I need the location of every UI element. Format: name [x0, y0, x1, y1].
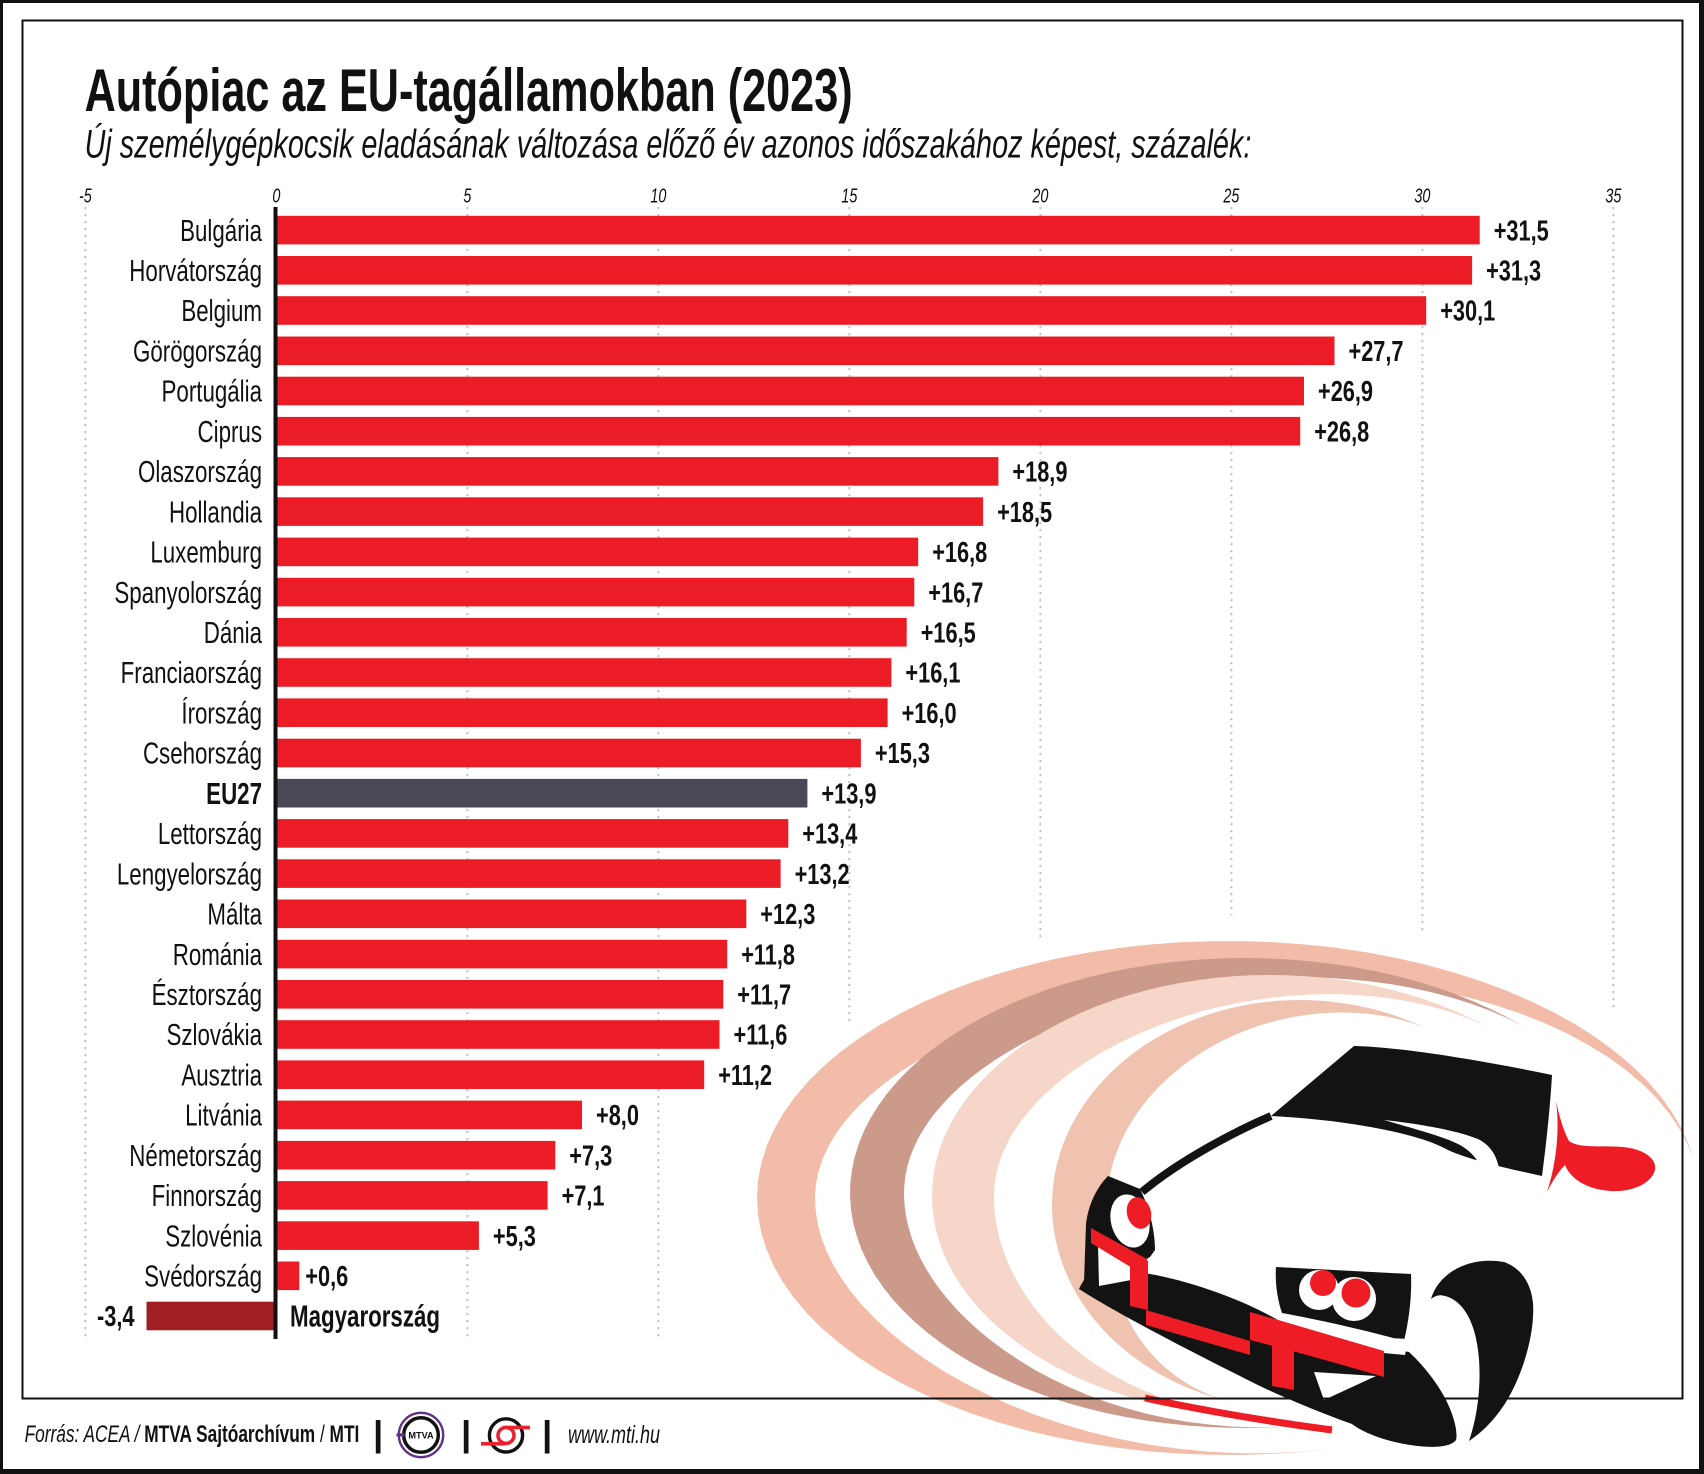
svg-text:Románia: Románia	[173, 937, 263, 971]
svg-text:Szlovénia: Szlovénia	[165, 1219, 263, 1253]
svg-text:+16,5: +16,5	[921, 618, 976, 650]
svg-text:Ausztria: Ausztria	[181, 1058, 262, 1092]
svg-text:+7,1: +7,1	[562, 1181, 605, 1213]
svg-text:5: 5	[463, 184, 471, 207]
svg-text:Finnország: Finnország	[152, 1179, 262, 1213]
svg-text:+5,3: +5,3	[493, 1221, 536, 1253]
svg-text:Belgium: Belgium	[181, 294, 262, 328]
svg-text:+13,9: +13,9	[821, 779, 876, 811]
svg-text:+8,0: +8,0	[596, 1100, 639, 1132]
svg-text:+11,7: +11,7	[737, 980, 791, 1012]
svg-text:+0,6: +0,6	[305, 1261, 348, 1293]
svg-text:Írország: Írország	[181, 696, 262, 730]
svg-text:Új személygépkocsik eladásának: Új személygépkocsik eladásának változása…	[85, 122, 1252, 167]
svg-text:+15,3: +15,3	[875, 738, 930, 770]
svg-text:35: 35	[1605, 184, 1621, 207]
svg-text:Bulgária: Bulgária	[180, 213, 263, 247]
svg-text:+11,2: +11,2	[718, 1060, 772, 1092]
svg-text:MTVA: MTVA	[408, 1430, 434, 1440]
svg-text:Olaszország: Olaszország	[138, 455, 262, 489]
svg-text:+27,7: +27,7	[1349, 336, 1404, 368]
svg-text:+16,1: +16,1	[905, 658, 960, 690]
svg-text:Svédország: Svédország	[144, 1259, 262, 1293]
svg-text:+11,8: +11,8	[741, 939, 795, 971]
svg-text:EU27: EU27	[206, 776, 262, 810]
svg-text:25: 25	[1223, 184, 1240, 207]
svg-text:Németország: Németország	[129, 1138, 262, 1172]
svg-text:Portugália: Portugália	[162, 374, 263, 408]
svg-text:-3,4: -3,4	[97, 1301, 135, 1333]
svg-text:+13,4: +13,4	[802, 819, 858, 851]
svg-text:+16,8: +16,8	[932, 537, 987, 569]
svg-text:Lengyelország: Lengyelország	[117, 857, 262, 891]
svg-text:Hollandia: Hollandia	[169, 495, 263, 529]
svg-text:+7,3: +7,3	[569, 1141, 612, 1173]
svg-text:+30,1: +30,1	[1440, 296, 1495, 328]
svg-text:Autópiac az EU-tagállamokban (: Autópiac az EU-tagállamokban (2023)	[85, 58, 853, 125]
svg-text:Franciaország: Franciaország	[121, 656, 262, 690]
svg-text:20: 20	[1032, 184, 1049, 207]
svg-text:www.mti.hu: www.mti.hu	[568, 1420, 660, 1449]
svg-text:Ciprus: Ciprus	[198, 414, 262, 448]
svg-text:Spanyolország: Spanyolország	[114, 575, 262, 609]
svg-text:Horvátország: Horvátország	[129, 253, 262, 287]
svg-text:+16,0: +16,0	[902, 698, 957, 730]
svg-text:30: 30	[1414, 184, 1430, 207]
svg-text:+11,6: +11,6	[734, 1020, 788, 1052]
svg-text:Csehország: Csehország	[143, 736, 262, 770]
svg-text:Málta: Málta	[207, 897, 262, 931]
svg-text:Magyarország: Magyarország	[290, 1299, 440, 1333]
svg-text:10: 10	[650, 184, 666, 207]
svg-text:-5: -5	[79, 184, 92, 207]
svg-text:+18,9: +18,9	[1012, 457, 1067, 489]
svg-text:Görögország: Görögország	[133, 334, 262, 368]
svg-text:+12,3: +12,3	[760, 899, 815, 931]
svg-text:+16,7: +16,7	[928, 577, 983, 609]
svg-text:+26,9: +26,9	[1318, 376, 1373, 408]
svg-text:Litvánia: Litvánia	[185, 1098, 263, 1132]
svg-text:Szlovákia: Szlovákia	[167, 1018, 263, 1052]
svg-text:+18,5: +18,5	[997, 497, 1052, 529]
svg-text:15: 15	[841, 184, 857, 207]
svg-text:Lettország: Lettország	[158, 817, 262, 851]
svg-text:Forrás: ACEA / MTVA Sajtóarchí: Forrás: ACEA / MTVA Sajtóarchívum / MTI	[25, 1421, 360, 1447]
svg-text:Dánia: Dánia	[204, 615, 263, 649]
svg-text:+31,3: +31,3	[1486, 256, 1541, 288]
svg-text:+13,2: +13,2	[795, 859, 850, 891]
svg-text:Luxemburg: Luxemburg	[150, 535, 262, 569]
svg-text:+31,5: +31,5	[1494, 215, 1549, 247]
svg-text:0: 0	[272, 184, 280, 207]
svg-text:+26,8: +26,8	[1314, 417, 1369, 449]
svg-text:Észtország: Észtország	[152, 977, 262, 1011]
